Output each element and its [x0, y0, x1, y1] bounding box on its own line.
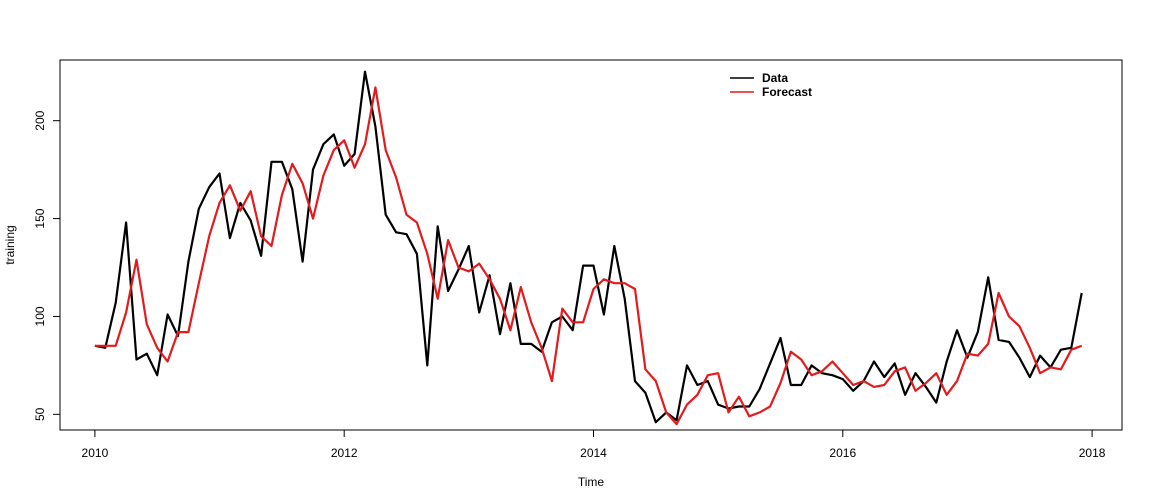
y-axis-title: training: [3, 225, 17, 264]
y-axis: 50 100 150 200: [33, 110, 61, 421]
series-line-forecast: [94, 86, 1083, 426]
y-tick-label: 50: [33, 407, 47, 421]
x-axis-title: Time: [578, 475, 605, 489]
x-tick-label: 2014: [580, 446, 607, 460]
x-axis: 2010 2012 2014 2016 2018: [82, 429, 1106, 460]
series-layer: [94, 70, 1083, 426]
legend-label-forecast: Forecast: [762, 85, 812, 99]
legend: Data Forecast: [730, 71, 812, 99]
x-tick-label: 2010: [82, 446, 109, 460]
y-tick-label: 100: [33, 306, 47, 326]
x-tick-label: 2018: [1079, 446, 1106, 460]
x-tick-label: 2016: [829, 446, 856, 460]
series-line-data: [94, 70, 1083, 424]
y-tick-label: 150: [33, 208, 47, 228]
plot-frame: [59, 59, 1123, 431]
legend-label-data: Data: [762, 71, 788, 85]
y-tick-label: 200: [33, 110, 47, 130]
x-tick-label: 2012: [331, 446, 358, 460]
